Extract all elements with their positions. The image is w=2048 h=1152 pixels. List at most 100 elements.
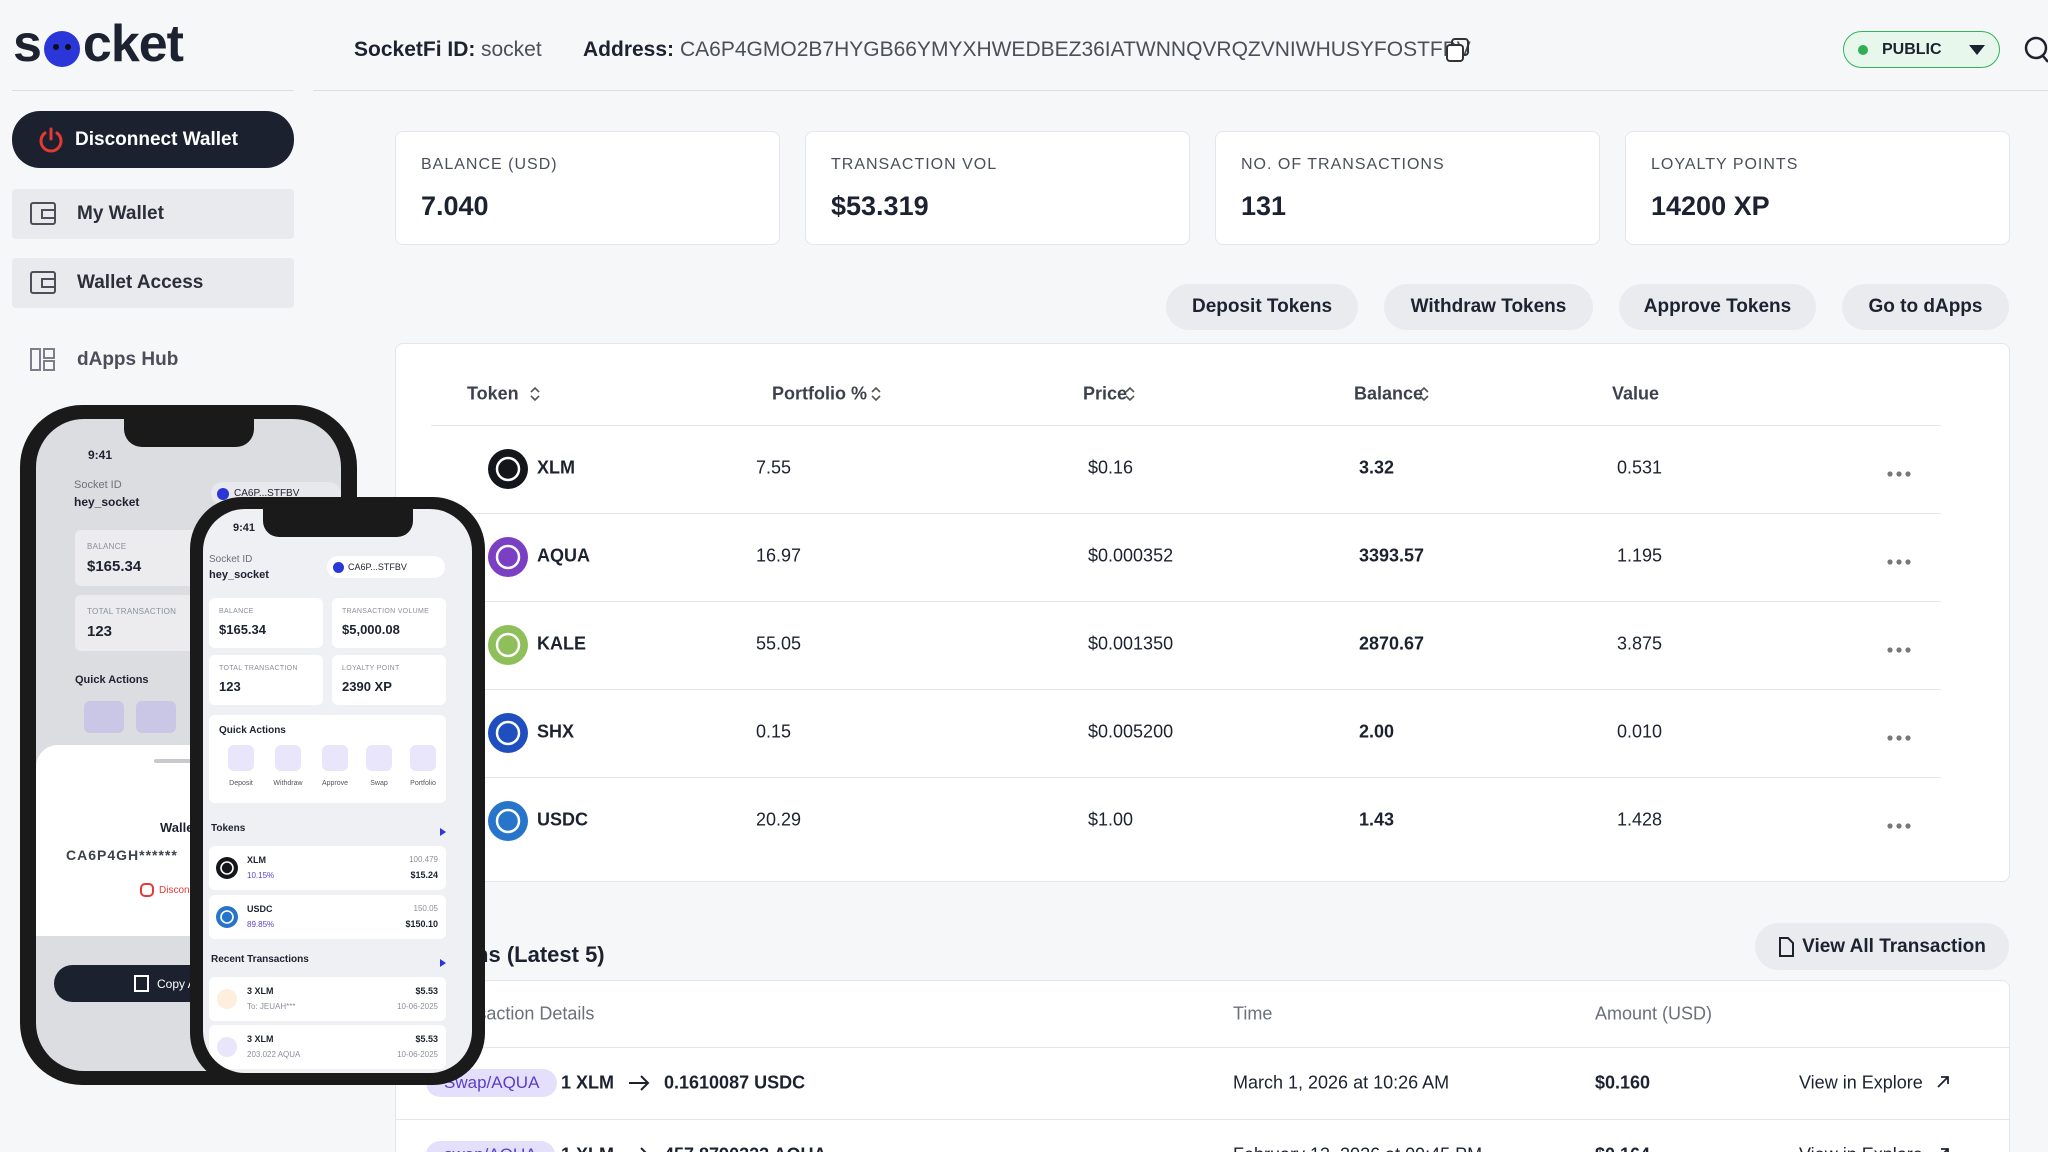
sidebar-icon xyxy=(30,348,56,377)
token-cell: 7.55 xyxy=(756,457,792,478)
explorer-link[interactable]: View in Explore xyxy=(1799,1072,1923,1093)
disconnect-button[interactable]: Disconnect Wallet xyxy=(12,111,294,168)
token-icon xyxy=(487,448,529,495)
external-icon xyxy=(1936,1147,1950,1152)
token-icon-svg xyxy=(488,537,528,577)
token-cell: $0.16 xyxy=(1088,457,1134,478)
quick-action-label: Portfolio xyxy=(410,780,436,787)
mini-card: BALANCE $165.34 xyxy=(209,598,323,648)
phone-front: 9:41 Socket ID hey_socket CA6P...STFBV BALAN… xyxy=(190,497,485,1085)
recent-amount: $5.53 xyxy=(415,1034,438,1044)
stat-label: TRANSACTION VOL xyxy=(831,156,998,173)
recent-icon xyxy=(217,989,237,1009)
stat-label: NO. OF TRANSACTIONS xyxy=(1241,156,1445,173)
stat-value: $53.319 xyxy=(831,191,929,221)
mini-card: LOYALTY POINT 2390 XP xyxy=(332,655,446,705)
column-header[interactable]: Token xyxy=(467,383,519,404)
quick-action-label: Withdraw xyxy=(273,780,303,787)
mini-label: BALANCE xyxy=(219,608,254,615)
tx-time: March 1, 2026 at 10:26 AM xyxy=(1233,1072,1450,1093)
visibility-select[interactable]: PUBLIC xyxy=(1843,31,2000,68)
action-button[interactable]: Withdraw Tokens xyxy=(1384,284,1593,330)
sheet-disconnect-label: Disconn xyxy=(159,884,196,896)
quick-action-icon[interactable] xyxy=(228,745,254,771)
explorer-link[interactable]: View in Explore xyxy=(1799,1145,1923,1152)
quick-action-icon[interactable] xyxy=(366,745,392,771)
token-percent: 10.15% xyxy=(247,871,275,880)
row-divider xyxy=(431,689,1941,690)
dropdown-arrow xyxy=(1969,44,1985,55)
type-chip: swap/AQUA xyxy=(426,1141,555,1152)
action-button[interactable]: Approve Tokens xyxy=(1619,284,1816,330)
token-cell: 20.29 xyxy=(756,809,802,830)
token-cell: 55.05 xyxy=(756,633,802,654)
mini-value: 123 xyxy=(219,679,241,694)
column-header[interactable]: Price xyxy=(1083,383,1128,404)
mini-value: $165.34 xyxy=(219,622,266,637)
sidebar-icon-svg xyxy=(30,348,55,371)
quick-action-label: Approve xyxy=(321,780,349,787)
token-name: KALE xyxy=(537,633,586,654)
sidebar-item[interactable]: Wallet Access xyxy=(12,258,294,308)
quick-action-icon[interactable] xyxy=(410,745,436,771)
mini-label: LOYALTY POINT xyxy=(342,665,400,672)
column-header[interactable]: Portfolio % xyxy=(772,383,867,404)
stat-card: LOYALTY POINTS 14200 XP xyxy=(1625,131,2010,245)
token-cell: 1.43 xyxy=(1359,809,1395,830)
quick-action-icon[interactable] xyxy=(322,745,348,771)
status-time: 9:41 xyxy=(233,522,256,534)
view-all-button[interactable]: View All Transaction xyxy=(1755,923,2009,970)
copy-icon[interactable] xyxy=(1445,37,1471,63)
header-divider xyxy=(313,90,2048,91)
search-icon[interactable] xyxy=(2022,36,2048,64)
tokens-title: Tokens xyxy=(211,823,246,834)
stat-value: 7.040 xyxy=(421,191,489,221)
sort-icon xyxy=(529,385,541,408)
recent-amount: $5.53 xyxy=(415,986,438,996)
quick-actions-card: Quick Actions Deposit Withdraw Approve Swap P… xyxy=(209,715,446,803)
token-icon-svg xyxy=(216,857,238,879)
action-button[interactable]: Go to dApps xyxy=(1842,284,2009,330)
sidebar-icon-svg xyxy=(30,202,56,225)
quick-action-icon[interactable] xyxy=(275,745,301,771)
row-menu-svg xyxy=(1887,559,1911,565)
token-icon-svg xyxy=(488,449,528,489)
address-dot xyxy=(333,561,344,573)
external-icon-svg xyxy=(1941,1148,1949,1152)
sheet-disconnect[interactable]: Disconn xyxy=(140,883,195,897)
stat-value: 131 xyxy=(1241,191,1287,221)
sidebar-item[interactable]: My Wallet xyxy=(12,189,294,239)
address: CA6P...STFBV xyxy=(348,562,407,572)
token-cell: 0.15 xyxy=(756,721,792,742)
quick-actions-label: Quick Actions xyxy=(75,674,149,686)
status-dot xyxy=(1858,44,1868,55)
column-header[interactable]: Balance xyxy=(1354,383,1424,404)
chevron xyxy=(439,955,447,973)
id-value: hey_socket xyxy=(74,495,140,509)
token-icon xyxy=(215,905,239,934)
token-percent: 89.85% xyxy=(247,920,275,929)
token-cell: 16.97 xyxy=(756,545,802,566)
token-name: XLM xyxy=(247,855,266,865)
logo-dot xyxy=(43,31,80,67)
header-divider xyxy=(431,425,1941,426)
token-row: XLM 10.15% 100.479 $15.24 xyxy=(209,846,446,890)
row-menu-svg xyxy=(1887,735,1911,741)
total-value: 123 xyxy=(87,623,113,640)
token-cell: 3393.57 xyxy=(1359,545,1425,566)
sort-icon xyxy=(1124,385,1136,408)
token-name: SHX xyxy=(537,721,575,742)
logo[interactable]: s cket xyxy=(13,14,184,74)
action-button[interactable]: Deposit Tokens xyxy=(1166,284,1358,330)
mini-card: TRANSACTION VOLUME $5,000.08 xyxy=(332,598,446,648)
id-label: SocketFi ID: xyxy=(354,38,476,61)
address-value: CA6P4GMO2B7HYGB66YMYXHWEDBEZ36IATWNNQVRQ… xyxy=(680,38,1471,61)
token-icon-svg xyxy=(216,906,238,928)
sort-icon-svg xyxy=(1419,386,1429,402)
sidebar-icon-svg xyxy=(30,271,56,294)
sidebar-item[interactable]: dApps Hub xyxy=(12,335,294,385)
doc-icon xyxy=(1779,936,1795,957)
balance-value: $165.34 xyxy=(87,558,142,575)
quick-action-label: Swap xyxy=(370,780,388,787)
token-cell: 2.00 xyxy=(1359,721,1395,742)
